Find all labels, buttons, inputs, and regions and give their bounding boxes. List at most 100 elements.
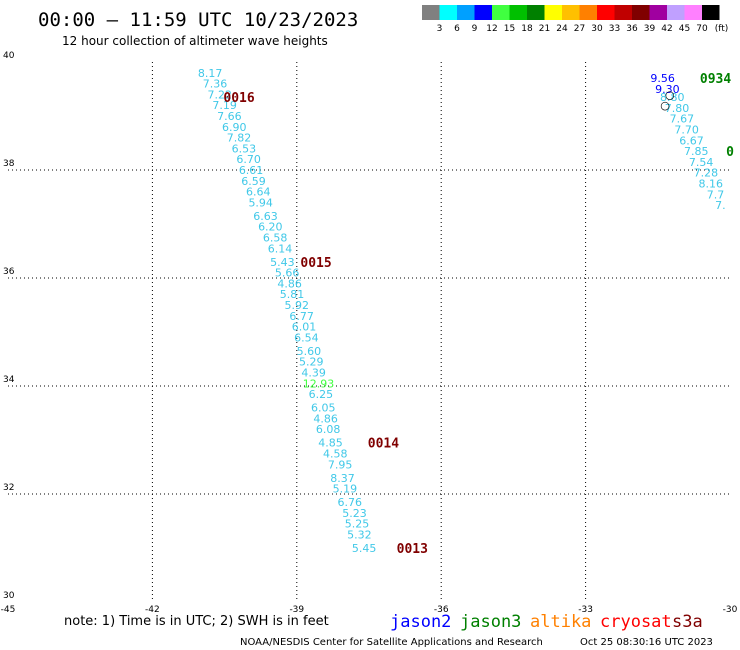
y-tick-label: 38 [3,159,15,169]
colorbar-label: 45 [679,24,690,34]
x-tick-label: -36 [434,605,449,615]
y-tick-label: 40 [3,51,15,61]
swh-value: 6.59 [241,175,266,188]
x-tick-label: -30 [723,605,738,615]
colorbar-label: 27 [574,24,585,34]
colorbar-swatch [684,5,702,20]
swh-value: 7.80 [665,102,690,115]
y-tick-label: 34 [3,375,15,385]
swh-value: 6.53 [232,142,257,155]
swh-value: 5.32 [347,529,372,542]
data-points: 8.177.367.227.197.666.907.826.536.706.61… [198,67,734,557]
footnote: note: 1) Time is in UTC; 2) SWH is in fe… [64,614,329,629]
colorbar-label: 33 [609,24,620,34]
colorbar-label: 6 [454,24,460,34]
swh-value: 6.61 [239,164,264,177]
swh-value: 7.7 [707,188,725,201]
swh-value: 9.56 [650,72,675,85]
swh-value: 7.67 [670,113,695,126]
swh-value: 12.93 [303,377,335,390]
satellite-jason2: jason2 [390,612,451,632]
swh-value: 4.86 [313,412,338,425]
swh-value: 8.17 [198,67,223,80]
satellite-altika: altika [530,612,591,632]
swh-value: 6.05 [311,402,336,415]
colorbar-label: 3 [437,24,443,34]
pass-time-label: 0014 [368,437,399,452]
colorbar-swatch [509,5,527,20]
swh-value: 5.23 [342,507,367,520]
colorbar-swatch [492,5,510,20]
swh-value: 4.39 [301,367,326,380]
colorbar-swatch [579,5,597,20]
swh-value: 6.64 [246,186,271,199]
colorbar-swatch [422,5,440,20]
swh-value: 5.66 [275,267,300,280]
pass-time-label: 0013 [397,542,428,557]
swh-value: 7.82 [227,132,252,145]
x-tick-label: -45 [1,605,16,615]
colorbar-swatch [667,5,685,20]
timestamp-text: Oct 25 08:30:16 UTC 2023 [580,637,713,648]
colorbar-swatch [562,5,580,20]
swh-value: 7. [715,199,726,212]
swh-value: 6.70 [236,153,261,166]
swh-value: 4.86 [277,277,302,290]
swh-value: 7.36 [203,78,228,91]
colorbar-swatch [632,5,650,20]
swh-value: 4.85 [318,437,343,450]
swh-value: 6.58 [263,232,288,245]
swh-value: 4.58 [323,448,348,461]
track-marker: ○ [665,88,675,101]
swh-value: 5.94 [248,196,273,209]
swh-value: 7.85 [684,145,709,158]
chart-subtitle: 12 hour collection of altimeter wave hei… [62,34,328,48]
colorbar-label: 18 [521,24,533,34]
colorbar-swatch [702,5,720,20]
colorbar-swatch [649,5,667,20]
swh-value: 6.25 [309,388,334,401]
swh-value: 6.54 [294,331,319,344]
y-tick-label: 36 [3,267,15,277]
colorbar-swatch [614,5,632,20]
colorbar-swatch [597,5,615,20]
swh-value: 9.30 [655,83,680,96]
swh-value: 6.77 [289,310,314,323]
satellite-cryosat: cryosat [600,612,672,632]
colorbar-swatch [527,5,545,20]
pass-time-label: 0 [726,145,734,160]
swh-value: 7.22 [208,88,233,101]
swh-value: 6.67 [679,134,704,147]
chart-title: 00:00 – 11:59 UTC 10/23/2023 [38,9,358,31]
swh-value: 8.16 [698,178,723,191]
colorbar-swatch [474,5,492,20]
x-tick-label: -33 [578,605,593,615]
colorbar-swatch [457,5,475,20]
colorbar-label: 39 [644,24,656,34]
credit-text: NOAA/NESDIS Center for Satellite Applica… [240,637,543,648]
colorbar-label: 24 [556,24,568,34]
swh-value: 6.63 [253,210,278,223]
swh-value: 8.37 [330,472,355,485]
colorbar-swatch [439,5,457,20]
colorbar-label: 42 [661,24,672,34]
x-tick-label: -42 [145,605,160,615]
swh-value: 6.01 [292,321,317,334]
swh-value: 5.25 [345,518,370,531]
track-marker: ○ [660,99,670,112]
plot-grid [8,62,730,602]
y-tick-label: 32 [3,483,14,493]
swh-value: 7.28 [694,167,719,180]
swh-value: 5.60 [297,345,322,358]
colorbar-label: 15 [504,24,515,34]
colorbar-label: 12 [486,24,497,34]
colorbar-label: 36 [626,24,638,34]
axis-ticks: -45 -42 -39 -36 -33 -30 40 38 36 34 32 30 [1,51,738,615]
pass-time-label: 0016 [223,91,254,106]
swh-value: 7.66 [217,110,242,123]
colorbar-label: 30 [591,24,603,34]
colorbar-label: 9 [472,24,478,34]
pass-time-label: 0934 [700,72,731,87]
swh-value: 5.45 [352,542,377,555]
swh-value: 7.54 [689,156,714,169]
